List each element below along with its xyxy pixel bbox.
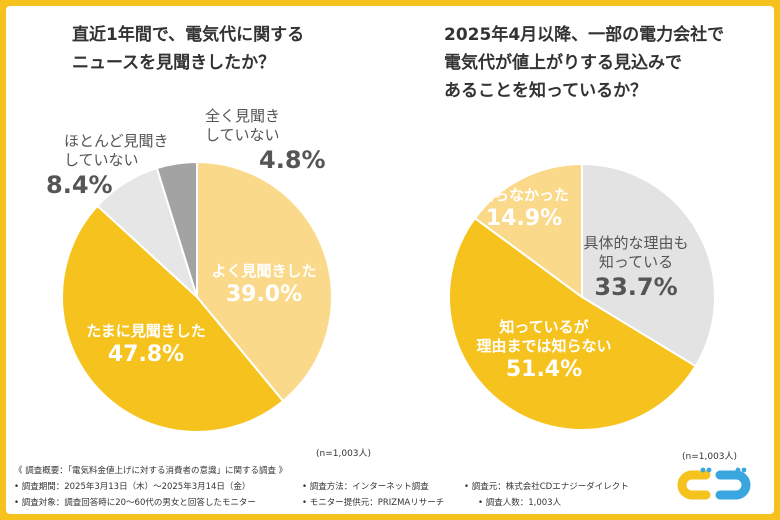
- cd-energy-logo: [677, 467, 751, 500]
- chart2-slice-2: [473, 162, 583, 299]
- chart1-label-name: 全く見聞き: [205, 107, 281, 125]
- chart2-label-didnt-know: 知らなかった 14.9%: [479, 186, 569, 232]
- notes-header: 《 調査概要：「電気料金値上げに対する消費者の意識」に関する調査 》: [14, 466, 288, 476]
- chart2-label-value: 51.4%: [505, 356, 583, 382]
- chart2-label-value: 14.9%: [485, 205, 563, 231]
- chart1-label-name: よく見聞きした: [211, 262, 317, 280]
- chart1-label-name: たまに見聞きした: [86, 322, 206, 340]
- chart1-slice-3: [155, 160, 198, 298]
- notes-count: • 調査人数：1,003人: [478, 498, 562, 508]
- chart1-label-rarely: ほとんど見聞き していない 8.4%: [46, 132, 169, 200]
- chart1-label-sometimes: たまに見聞きした 47.8%: [86, 322, 206, 368]
- chart1-label-value: 8.4%: [46, 170, 113, 199]
- chart1-label-never: 全く見聞き していない 4.8%: [205, 107, 326, 175]
- chart2-label-name: 知らなかった: [478, 186, 570, 204]
- chart2-label-name: 知っているが: [499, 318, 589, 336]
- chart1-title-line: ニュースを見聞きしたか？: [72, 53, 276, 73]
- chart1-slice-1: [61, 204, 285, 433]
- notes-target: • 調査対象：調査回答時に20～60代の男女と回答したモニター: [14, 498, 256, 508]
- chart1-label-name: していない: [64, 150, 139, 169]
- notes-provider: • モニター提供元：PRIZMAリサーチ: [302, 498, 445, 508]
- notes-organizer: • 調査元：株式会社CDエナジーダイレクト: [464, 482, 629, 492]
- chart2-label-value: 33.7%: [594, 272, 678, 301]
- chart1-label-value: 39.0%: [225, 281, 303, 307]
- notes-method: • 調査方法：インターネット調査: [302, 482, 429, 492]
- chart1-label-value: 47.8%: [107, 341, 185, 367]
- chart2-slice-1: [448, 216, 697, 431]
- chart2-title-line: 電気代が値上がりする見込みで: [444, 53, 682, 73]
- chart2-label-know-only: 知っているが 理由までは知らない 51.4%: [476, 318, 611, 383]
- chart1-title: 直近1年間で、電気代に関する ニュースを見聞きしたか？: [72, 21, 304, 77]
- chart1-sample-size: (n=1,003人): [316, 449, 372, 459]
- survey-notes: 《 調査概要：「電気料金値上げに対する消費者の意識」に関する調査 》 • 調査期…: [14, 463, 629, 511]
- chart2-sample-size: (n=1,003人): [682, 452, 738, 462]
- chart1-slice-0: [196, 160, 333, 403]
- chart1-label-often: よく見聞きした 39.0%: [211, 262, 316, 308]
- chart2-label-know-reason: 具体的な理由も 知っている 33.7%: [583, 234, 688, 302]
- chart1-label-name: ほとんど見聞き: [64, 132, 169, 150]
- chart1-label-value: 4.8%: [259, 145, 326, 174]
- notes-period: • 調査期間：2025年3月13日（木）～2025年3月14日（金）: [14, 482, 251, 492]
- chart1-title-line: 直近1年間で、電気代に関する: [72, 25, 305, 45]
- chart1-label-name: していない: [205, 125, 280, 144]
- chart2-label-name: 知っている: [598, 252, 674, 271]
- chart2-label-name: 理由までは知らない: [476, 336, 612, 355]
- chart2-title: 2025年4月以降、一部の電力会社で 電気代が値上がりする見込みで あることを知…: [444, 21, 724, 105]
- chart2-title-line: 2025年4月以降、一部の電力会社で: [444, 25, 725, 45]
- chart2-slice-0: [581, 162, 716, 368]
- chart2-label-name: 具体的な理由も: [583, 234, 689, 252]
- chart2-title-line: あることを知っているか？: [444, 81, 648, 101]
